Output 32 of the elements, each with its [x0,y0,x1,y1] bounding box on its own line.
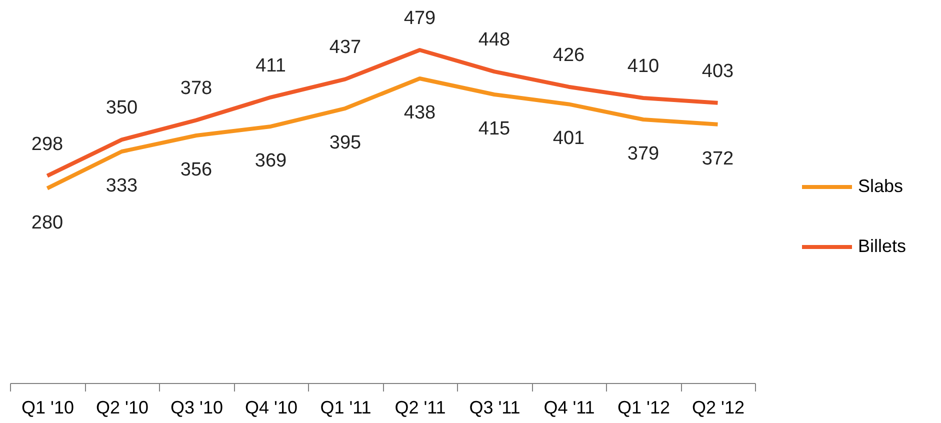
data-label: 369 [254,150,287,172]
data-label: 411 [256,55,286,76]
data-label: 395 [329,132,362,154]
data-label: 356 [180,160,212,181]
data-label: 372 [702,148,734,170]
data-label: 410 [627,56,660,77]
data-label: 401 [552,128,585,150]
x-tick-label: Q3 '11 [469,398,520,418]
x-tick-label: Q1 '12 [618,398,670,418]
data-label: 415 [478,118,510,140]
x-tick-label: Q2 '12 [692,398,744,418]
data-label: 298 [31,134,64,155]
data-label: 378 [180,78,212,100]
legend-label: Billets [858,236,906,256]
data-label: 379 [627,144,660,165]
data-label: 333 [106,176,138,196]
x-tick-label: Q3 '10 [170,398,223,418]
data-label: 403 [702,60,734,82]
legend-label: Slabs [858,176,904,196]
x-tick-label: Q1 '11 [320,398,372,418]
data-label: 426 [552,44,585,66]
x-tick-label: Q4 '10 [245,398,298,418]
data-label: 280 [31,212,64,234]
data-label: 438 [404,102,436,124]
data-label: 479 [404,8,436,29]
data-label: 437 [329,37,362,58]
x-tick-label: Q1 '10 [22,398,74,418]
x-tick-label: Q4 '11 [544,398,595,418]
data-label: 448 [478,30,510,51]
x-tick-label: Q2 '10 [96,398,148,418]
x-tick-label: Q2 '11 [394,398,446,418]
data-label: 350 [106,98,138,119]
